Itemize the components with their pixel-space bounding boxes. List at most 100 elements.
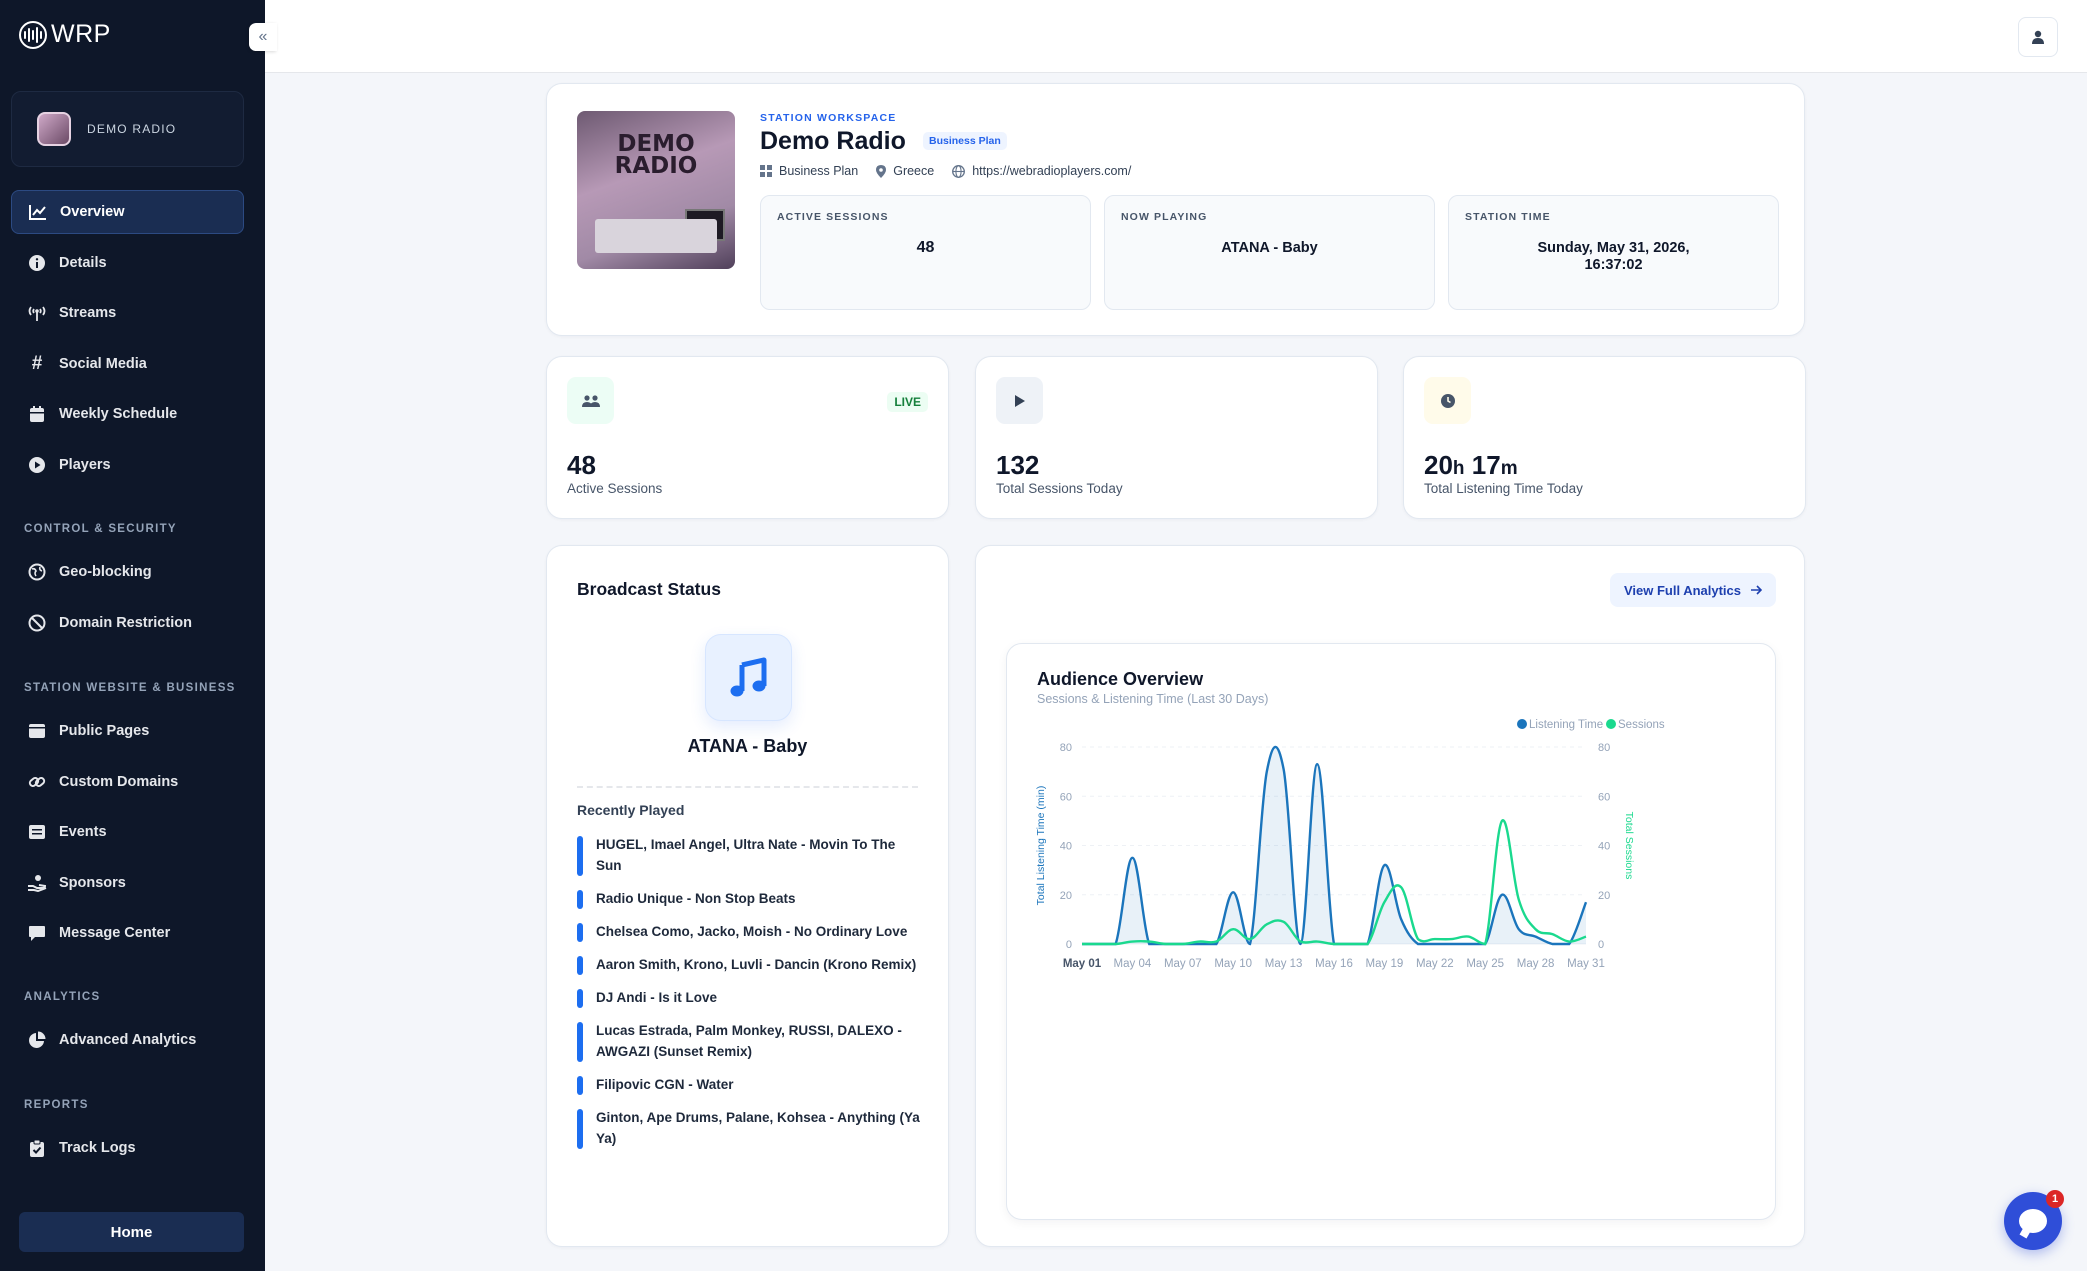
- user-icon: [2032, 30, 2044, 44]
- sidebar-item-custom-domains[interactable]: Custom Domains: [11, 760, 244, 804]
- arrow-right-icon: [1751, 585, 1762, 595]
- y-right-tick-label: 80: [1598, 742, 1610, 754]
- stat-value: 132: [996, 450, 1040, 480]
- sidebar-item-label: Weekly Schedule: [59, 406, 178, 422]
- recently-played-item: Lucas Estrada, Palm Monkey, RUSSI, DALEX…: [577, 1020, 922, 1062]
- meta-website-text: https://webradioplayers.com/: [972, 164, 1132, 178]
- meta-plan-text: Business Plan: [779, 164, 859, 178]
- legend-label: Sessions: [1618, 719, 1665, 731]
- sidebar-item-label: Advanced Analytics: [59, 1032, 197, 1048]
- collapse-sidebar-button[interactable]: «: [249, 23, 277, 51]
- meta-plan: Business Plan: [760, 164, 858, 178]
- sidebar-item-players[interactable]: Players: [11, 443, 244, 487]
- recently-played-item: DJ Andi - Is it Love: [577, 987, 922, 1008]
- sidebar-item-streams[interactable]: Streams: [11, 291, 244, 335]
- chat-button[interactable]: 1: [2004, 1190, 2064, 1250]
- home-button[interactable]: Home: [19, 1212, 244, 1252]
- sidebar-item-weekly-schedule[interactable]: Weekly Schedule: [11, 392, 244, 436]
- legend-swatch: [1517, 719, 1527, 729]
- sessions-line: [1081, 819, 1587, 946]
- y-right-tick-label: 20: [1598, 890, 1610, 902]
- meta-website[interactable]: https://webradioplayers.com/: [952, 164, 1131, 178]
- stat-value: 48: [567, 450, 596, 480]
- section-label-control: CONTROL & SECURITY: [24, 523, 177, 535]
- x-tick-label: May 16: [1315, 958, 1353, 970]
- mini-label: ACTIVE SESSIONS: [777, 211, 889, 223]
- audience-chart: 0 0 20 20 40 40 60 60 80 80 May 01 May 04 May 07 May …: [1035, 719, 1665, 970]
- station-time-clock: 16:37:02: [1584, 257, 1643, 273]
- clipboard-check-icon: [27, 1138, 47, 1158]
- view-full-analytics-button[interactable]: View Full Analytics: [1609, 573, 1776, 607]
- legend-swatch: [1606, 719, 1616, 729]
- meta-country-text: Greece: [893, 164, 935, 178]
- active-sessions-card: LIVE 48 Active Sessions: [546, 356, 949, 519]
- y-left-tick-label: 20: [1060, 890, 1072, 902]
- user-menu-button[interactable]: [2018, 17, 2058, 57]
- clock-icon: [1424, 377, 1471, 424]
- app-logo[interactable]: WRP: [19, 20, 111, 49]
- sidebar-item-sponsors[interactable]: Sponsors: [11, 861, 244, 905]
- sidebar-item-domain-restriction[interactable]: Domain Restriction: [11, 601, 244, 645]
- hours-unit: h: [1452, 458, 1465, 479]
- meta-country: Greece: [876, 164, 934, 178]
- listening-time-card: 20h 17m Total Listening Time Today: [1403, 356, 1806, 519]
- recently-played-list: HUGEL, Imael Angel, Ultra Nate - Movin T…: [577, 834, 922, 1161]
- sidebar-item-social-media[interactable]: # Social Media: [11, 342, 244, 386]
- active-sessions-mini-card: ACTIVE SESSIONS 48: [760, 195, 1091, 310]
- station-switcher[interactable]: DEMO RADIO: [11, 91, 244, 167]
- station-header-card: DEMO RADIO STATION WORKSPACE Demo Radio …: [546, 83, 1805, 336]
- sidebar-item-label: Overview: [60, 204, 125, 220]
- audience-overview-chart-card: Audience Overview Sessions & Listening T…: [1006, 643, 1776, 1220]
- y-right-tick-label: 40: [1598, 841, 1610, 853]
- cover-title: DEMO RADIO: [614, 131, 698, 179]
- message-icon: [27, 923, 47, 943]
- link-icon: [27, 772, 47, 792]
- x-tick-label: May 25: [1466, 958, 1504, 970]
- nav-main: Overview Details Streams # Social Media …: [11, 190, 244, 493]
- stat-label: Total Sessions Today: [996, 481, 1123, 496]
- cover-desk: [595, 219, 717, 253]
- soundwave-logo-icon: [19, 20, 47, 49]
- analytics-card: View Full Analytics Audience Overview Se…: [975, 545, 1805, 1247]
- chevrons-left-icon: «: [258, 28, 268, 45]
- y-right-axis-label: Total Sessions: [1623, 812, 1635, 880]
- recently-played-item: Radio Unique - Non Stop Beats: [577, 888, 922, 909]
- recently-played-item: Ginton, Ape Drums, Palane, Kohsea - Anyt…: [577, 1107, 922, 1149]
- y-left-tick-label: 80: [1060, 742, 1072, 754]
- sidebar-item-overview[interactable]: Overview: [11, 190, 244, 234]
- hand-holding-icon: [27, 873, 47, 893]
- window-icon: [27, 721, 47, 741]
- section-label-reports: REPORTS: [24, 1099, 89, 1111]
- ban-icon: [27, 613, 47, 633]
- mini-value: ATANA - Baby: [1221, 240, 1318, 256]
- y-left-axis-label: Total Listening Time (min): [1035, 786, 1047, 906]
- sidebar-item-label: Details: [59, 254, 107, 271]
- y-right-tick-label: 0: [1598, 939, 1604, 951]
- x-tick-label: May 04: [1114, 958, 1152, 970]
- y-left-tick-label: 60: [1060, 791, 1072, 803]
- sidebar-item-label: Streams: [59, 305, 117, 321]
- pie-chart-icon: [27, 1030, 47, 1050]
- nav-analytics: Advanced Analytics: [11, 1018, 244, 1069]
- divider: [577, 786, 918, 788]
- sidebar-item-details[interactable]: Details: [11, 241, 244, 285]
- live-badge: LIVE: [887, 392, 928, 412]
- sidebar-item-advanced-analytics[interactable]: Advanced Analytics: [11, 1018, 244, 1062]
- station-time-mini-card: STATION TIME Sunday, May 31, 2026, 16:37…: [1448, 195, 1779, 310]
- sidebar-item-label: Sponsors: [59, 874, 126, 891]
- sidebar-item-public-pages[interactable]: Public Pages: [11, 709, 244, 753]
- sidebar: WRP DEMO RADIO Overview Details Streams …: [0, 0, 265, 1271]
- sidebar-item-track-logs[interactable]: Track Logs: [11, 1126, 244, 1170]
- sidebar-item-label: Domain Restriction: [59, 614, 192, 631]
- logo-text: WRP: [51, 20, 111, 48]
- map-pin-icon: [876, 164, 887, 178]
- sidebar-item-geo-blocking[interactable]: Geo-blocking: [11, 550, 244, 594]
- recently-played-label: Recently Played: [577, 802, 685, 818]
- x-tick-label: May 19: [1366, 958, 1404, 970]
- y-left-tick-label: 40: [1060, 841, 1072, 853]
- x-tick-label: May 13: [1265, 958, 1303, 970]
- grid-icon: [760, 165, 772, 177]
- sidebar-item-events[interactable]: Events: [11, 810, 244, 854]
- sidebar-item-message-center[interactable]: Message Center: [11, 911, 244, 955]
- recently-played-item: Filipovic CGN - Water: [577, 1074, 922, 1095]
